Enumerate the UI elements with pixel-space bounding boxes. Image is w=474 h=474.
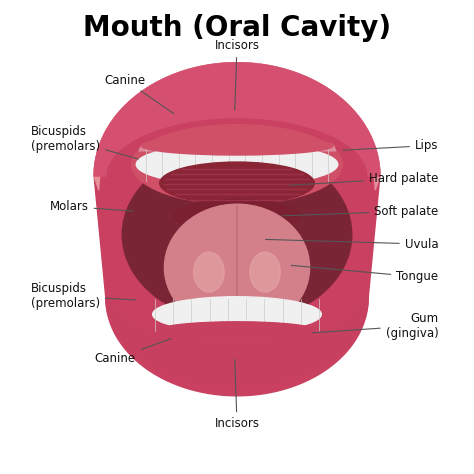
- Text: Bicuspids
(premolars): Bicuspids (premolars): [31, 282, 136, 310]
- Polygon shape: [94, 63, 380, 190]
- Text: Molars: Molars: [50, 200, 134, 213]
- Ellipse shape: [201, 218, 231, 251]
- Ellipse shape: [137, 143, 337, 185]
- Ellipse shape: [208, 226, 218, 237]
- Ellipse shape: [122, 147, 352, 322]
- Text: Mouth (Oral Cavity): Mouth (Oral Cavity): [83, 15, 391, 43]
- Ellipse shape: [160, 162, 314, 204]
- Polygon shape: [94, 63, 380, 176]
- Polygon shape: [106, 298, 368, 387]
- Text: Tongue: Tongue: [292, 265, 438, 283]
- Text: Canine: Canine: [105, 73, 174, 114]
- Text: Lips: Lips: [343, 139, 438, 152]
- Ellipse shape: [164, 204, 310, 331]
- Ellipse shape: [132, 125, 342, 204]
- Polygon shape: [94, 63, 380, 396]
- Text: Incisors: Incisors: [215, 39, 259, 110]
- Ellipse shape: [194, 252, 224, 292]
- Text: Uvula: Uvula: [265, 237, 438, 251]
- Ellipse shape: [141, 137, 333, 155]
- Text: Hard palate: Hard palate: [289, 172, 438, 185]
- Text: Incisors: Incisors: [215, 359, 259, 430]
- Ellipse shape: [155, 323, 319, 340]
- Text: Gum
(gingiva): Gum (gingiva): [312, 312, 438, 340]
- Text: Soft palate: Soft palate: [282, 205, 438, 218]
- Ellipse shape: [243, 218, 273, 251]
- Ellipse shape: [157, 322, 317, 339]
- Ellipse shape: [250, 252, 280, 292]
- Text: Bicuspids
(premolars): Bicuspids (premolars): [31, 125, 138, 159]
- Ellipse shape: [153, 297, 321, 332]
- Ellipse shape: [174, 200, 300, 232]
- Ellipse shape: [250, 226, 260, 237]
- Text: Canine: Canine: [95, 338, 171, 365]
